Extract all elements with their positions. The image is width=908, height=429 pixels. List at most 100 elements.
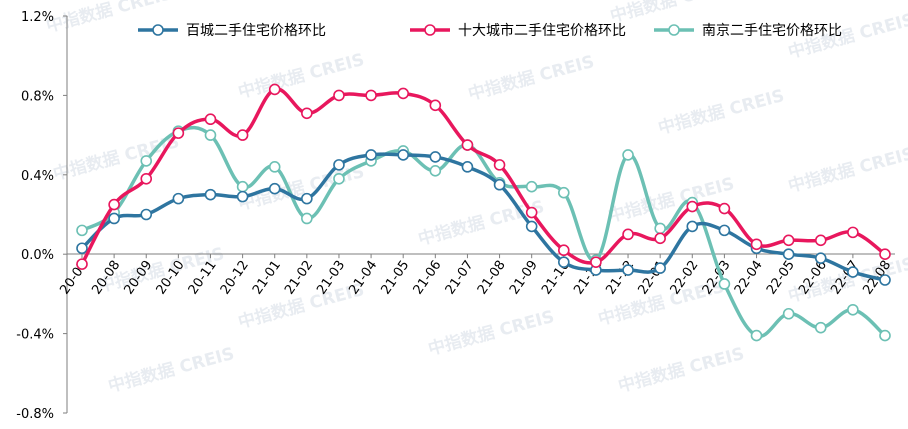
data-point	[204, 129, 217, 141]
watermark-text: 中指数据 CREIS	[236, 161, 367, 215]
data-point	[268, 182, 281, 195]
data-point	[397, 149, 410, 161]
watermark-text: 中指数据 CREIS	[426, 306, 557, 360]
data-point	[557, 186, 570, 199]
data-point	[493, 159, 506, 171]
data-point	[301, 212, 313, 225]
data-point	[172, 192, 185, 205]
data-point	[140, 172, 153, 185]
data-point	[236, 190, 249, 203]
y-tick-label: 0.4%	[21, 169, 54, 184]
data-point	[718, 278, 731, 290]
legend-item-3: 南京二手住宅价格环比	[654, 23, 842, 39]
data-point	[782, 248, 795, 260]
data-point	[525, 206, 538, 219]
data-point	[814, 234, 827, 247]
legend-label: 南京二手住宅价格环比	[702, 23, 842, 39]
x-tick-label: 21-12	[603, 258, 637, 298]
x-tick-label: 21-09	[507, 258, 541, 298]
y-tick-label: -0.4%	[16, 328, 54, 343]
data-point	[847, 303, 859, 316]
data-point	[622, 264, 634, 276]
x-tick-label: 21-08	[475, 258, 509, 298]
x-tick-label: 21-07	[443, 258, 477, 298]
x-tick-label: 21-06	[411, 258, 445, 298]
data-point	[525, 220, 538, 233]
legend-swatch-marker	[152, 24, 164, 36]
data-point	[140, 155, 153, 167]
series-line	[80, 87, 887, 266]
series-3	[76, 125, 891, 342]
data-point	[140, 208, 153, 221]
data-point	[236, 129, 249, 141]
data-point	[108, 212, 120, 225]
watermark-text: 中指数据 CREIS	[786, 143, 908, 197]
data-point	[429, 165, 442, 177]
data-point	[654, 232, 666, 245]
data-point	[461, 161, 474, 173]
legend-item-2: 十大城市二手住宅价格环比	[410, 22, 626, 39]
series-layer	[76, 83, 891, 342]
data-point	[622, 149, 634, 161]
data-point	[76, 242, 88, 255]
data-point	[622, 228, 634, 241]
data-point	[814, 252, 827, 264]
data-point	[76, 224, 88, 237]
watermark-text: 中指数据 CREIS	[656, 85, 787, 139]
data-point	[750, 238, 763, 251]
legend-label: 十大城市二手住宅价格环比	[458, 22, 626, 39]
data-point	[718, 202, 731, 215]
data-point	[686, 200, 699, 213]
x-tick-label: 21-02	[282, 258, 316, 298]
y-tick-label: 0.8%	[21, 89, 54, 104]
legend-swatch-marker	[424, 24, 436, 36]
data-point	[333, 172, 345, 185]
legend-item-1: 百城二手住宅价格环比	[138, 23, 326, 39]
y-tick-label: 1.2%	[21, 10, 54, 25]
data-point	[365, 89, 377, 102]
data-point	[847, 226, 859, 239]
data-point	[557, 244, 570, 257]
x-tick-label: 21-01	[250, 258, 284, 298]
data-point	[301, 107, 313, 120]
data-point	[108, 198, 120, 211]
legend-label: 百城二手住宅价格环比	[186, 23, 326, 39]
data-point	[879, 329, 891, 342]
data-point	[782, 234, 795, 247]
data-point	[429, 151, 442, 163]
x-tick-label: 22-04	[732, 258, 766, 298]
data-point	[333, 89, 345, 102]
y-tick-label: -0.8%	[16, 407, 54, 422]
y-tick-label: 0.0%	[21, 248, 54, 263]
data-point	[750, 329, 763, 342]
x-tick-label: 21-05	[379, 258, 413, 298]
data-point	[204, 188, 217, 201]
data-point	[268, 161, 281, 173]
data-point	[333, 159, 345, 171]
data-point	[686, 220, 699, 233]
watermark-text: 中指数据 CREIS	[616, 343, 747, 397]
watermark-text: 中指数据 CREIS	[606, 173, 737, 227]
data-point	[236, 180, 249, 193]
data-point	[814, 321, 827, 334]
data-point	[397, 87, 410, 100]
data-point	[525, 180, 538, 193]
data-point	[590, 256, 602, 268]
watermark-text: 中指数据 CREIS	[106, 343, 237, 397]
series-2	[76, 83, 891, 270]
legend: 百城二手住宅价格环比 十大城市二手住宅价格环比 南京二手住宅价格环比	[138, 22, 842, 39]
data-point	[654, 262, 666, 274]
data-point	[76, 258, 88, 270]
legend-swatch-marker	[668, 24, 680, 36]
data-point	[429, 99, 442, 112]
y-axis-ticks: 1.2% 0.8% 0.4% 0.0% -0.4% -0.8%	[16, 10, 67, 422]
watermark-text: 中指数据 CREIS	[466, 51, 597, 105]
data-point	[461, 139, 474, 151]
data-point	[268, 83, 281, 96]
data-point	[654, 222, 666, 235]
data-point	[847, 266, 859, 278]
data-point	[879, 248, 891, 260]
data-point	[782, 307, 795, 320]
data-point	[204, 113, 217, 126]
